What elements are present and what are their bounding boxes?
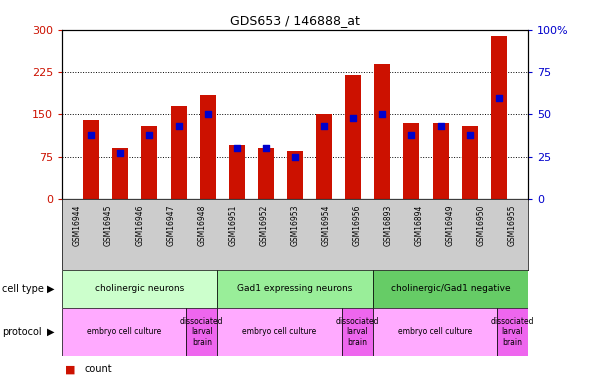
Point (378, 111, 387, 117)
Bar (375, 64, 391, 199)
Text: GSM16894: GSM16894 (415, 204, 424, 246)
Text: dissociated
larval
brain: dissociated larval brain (335, 317, 379, 347)
Bar (62, 308, 186, 356)
Text: GSM16951: GSM16951 (228, 204, 237, 246)
Bar (199, 95, 215, 199)
Text: ▶: ▶ (47, 327, 55, 337)
Point (174, 123, 183, 129)
Bar (171, 106, 186, 199)
Point (290, 154, 300, 160)
Text: GSM16950: GSM16950 (477, 204, 486, 246)
Text: GSM16949: GSM16949 (446, 204, 455, 246)
Text: ▶: ▶ (47, 284, 55, 294)
Text: GSM16944: GSM16944 (73, 204, 82, 246)
Bar (404, 123, 419, 199)
Bar (316, 114, 332, 199)
Bar (229, 146, 245, 199)
Bar (287, 151, 303, 199)
Text: GSM16953: GSM16953 (290, 204, 300, 246)
Text: GSM16954: GSM16954 (322, 204, 330, 246)
Point (436, 123, 445, 129)
Text: cell type: cell type (2, 284, 44, 294)
Bar (491, 36, 507, 199)
Text: count: count (84, 364, 112, 374)
Bar (112, 148, 128, 199)
Bar (217, 270, 373, 308)
Point (86, 132, 96, 138)
Text: GSM16893: GSM16893 (384, 204, 393, 246)
Text: protocol: protocol (2, 327, 41, 337)
Bar (345, 75, 361, 199)
Text: GSM16952: GSM16952 (260, 204, 268, 246)
Text: embryo cell culture: embryo cell culture (398, 327, 472, 336)
Bar (142, 126, 158, 199)
Point (349, 115, 358, 121)
Text: dissociated
larval
brain: dissociated larval brain (491, 317, 535, 347)
Title: GDS653 / 146888_at: GDS653 / 146888_at (230, 15, 360, 27)
Text: GSM16956: GSM16956 (353, 204, 362, 246)
Point (407, 132, 416, 138)
Text: GSM16948: GSM16948 (197, 204, 206, 246)
Text: GSM16955: GSM16955 (508, 204, 517, 246)
Text: cholinergic/Gad1 negative: cholinergic/Gad1 negative (391, 284, 510, 293)
Bar (83, 120, 99, 199)
Point (203, 111, 212, 117)
Point (261, 145, 271, 151)
Bar (432, 123, 448, 199)
Bar (258, 148, 274, 199)
Bar (373, 308, 497, 356)
Point (116, 150, 125, 156)
Text: embryo cell culture: embryo cell culture (242, 327, 317, 336)
Text: GSM16946: GSM16946 (135, 204, 144, 246)
Text: Gad1 expressing neurons: Gad1 expressing neurons (237, 284, 353, 293)
Point (465, 132, 474, 138)
Bar (342, 308, 373, 356)
Text: GSM16947: GSM16947 (166, 204, 175, 246)
Point (319, 123, 329, 129)
Text: cholinergic neurons: cholinergic neurons (95, 284, 184, 293)
Point (494, 94, 504, 100)
Bar (497, 308, 528, 356)
Bar (186, 308, 217, 356)
Bar (62, 270, 217, 308)
Bar (373, 270, 528, 308)
Text: embryo cell culture: embryo cell culture (87, 327, 161, 336)
Point (145, 132, 154, 138)
Text: dissociated
larval
brain: dissociated larval brain (180, 317, 224, 347)
Text: ■: ■ (65, 364, 76, 374)
Point (232, 145, 241, 151)
Bar (217, 308, 342, 356)
Text: GSM16945: GSM16945 (104, 204, 113, 246)
Bar (462, 126, 478, 199)
